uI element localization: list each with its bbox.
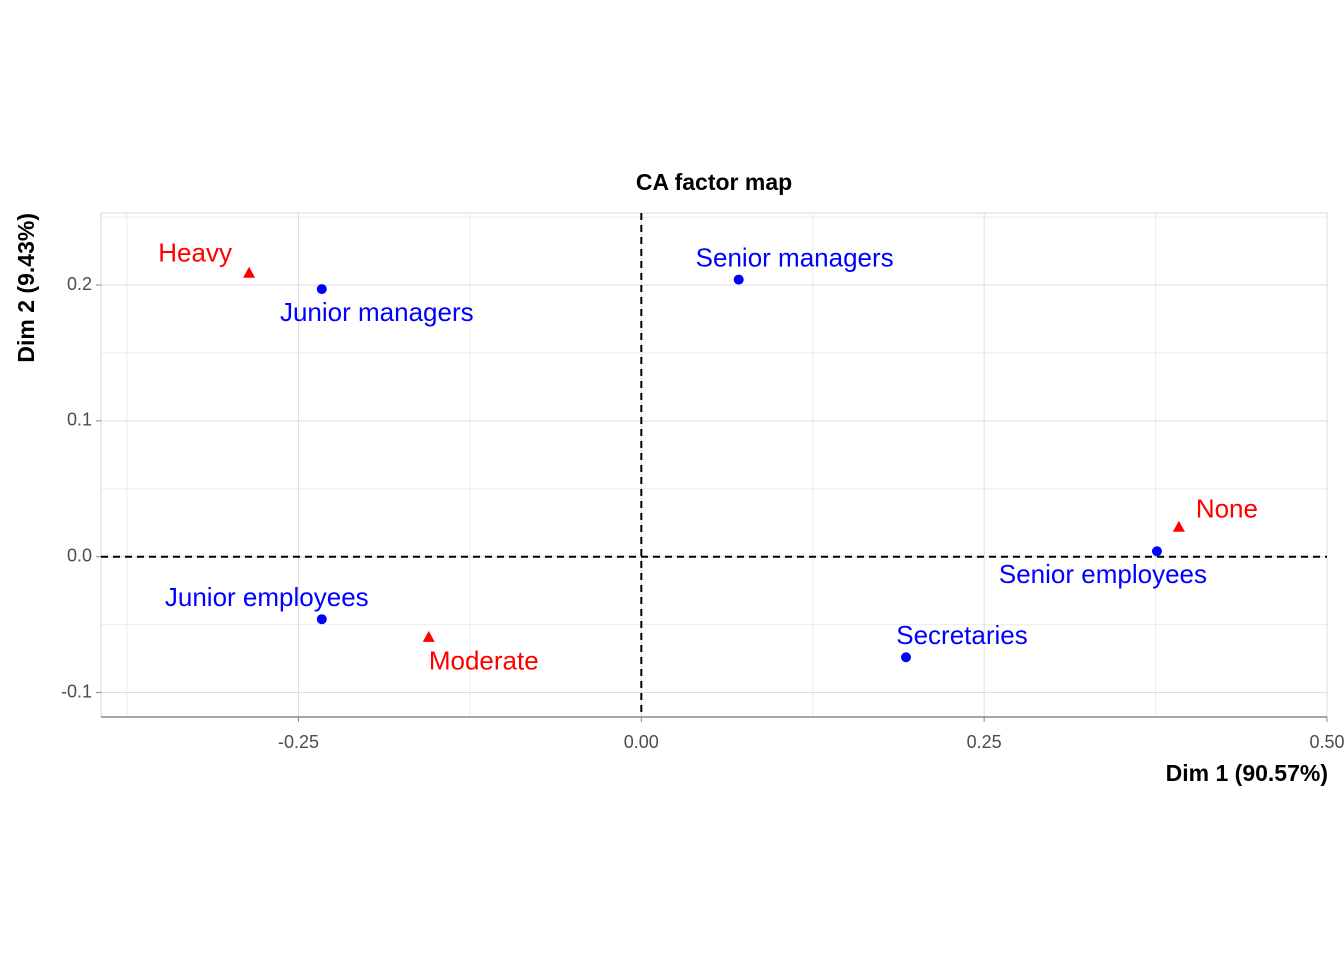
y-tick-label: 0.0 (67, 545, 92, 565)
x-tick-label: 0.00 (624, 732, 659, 752)
circle-point (1151, 546, 1162, 557)
x-tick-label: 0.25 (967, 732, 1002, 752)
chart-title: CA factor map (636, 169, 792, 195)
y-tick-label: 0.1 (67, 410, 92, 430)
circle-point (733, 274, 744, 285)
y-tick-label: -0.1 (61, 681, 92, 701)
x-tick-label: 0.50 (1309, 732, 1344, 752)
circle-point (316, 284, 327, 295)
triangle-point (243, 266, 256, 278)
triangle-point (1172, 520, 1185, 532)
panel-border (100, 212, 1328, 718)
triangle-point (422, 630, 435, 642)
point-label: Senior employees (999, 559, 1207, 589)
point-label: Senior managers (696, 242, 894, 272)
circle-point (900, 652, 911, 663)
point-label: Secretaries (896, 620, 1028, 650)
x-axis-title: Dim 1 (90.57%) (1166, 760, 1328, 786)
y-axis-title: Dim 2 (9.43%) (13, 213, 39, 363)
x-tick-label: -0.25 (278, 732, 319, 752)
circle-point (316, 614, 327, 625)
point-label: None (1196, 494, 1258, 524)
y-tick-label: 0.2 (67, 274, 92, 294)
point-label: Moderate (429, 646, 539, 676)
point-label: Junior managers (280, 297, 474, 327)
point-label: Junior employees (165, 582, 369, 612)
point-label: Heavy (158, 238, 232, 268)
